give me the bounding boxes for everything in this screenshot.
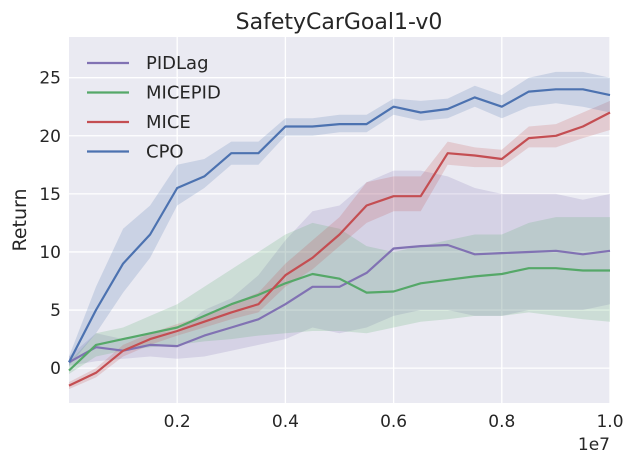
y-tick-label: 5	[50, 301, 61, 321]
chart-title: SafetyCarGoal1-v0	[236, 10, 443, 35]
micepid-series-line	[68, 267, 610, 372]
mice-series-line	[68, 111, 611, 387]
cpo-legend-label: CPO	[146, 142, 184, 163]
cpo-series-line	[68, 88, 611, 363]
micepid-legend-label: MICEPID	[146, 83, 221, 104]
pidlag-series-line	[68, 243, 611, 364]
x-tick-label: 0.6	[380, 412, 407, 432]
pidlag-legend-label: PIDLag	[146, 53, 209, 74]
x-tick-label: 0.8	[488, 412, 515, 432]
y-axis-label: Return	[9, 188, 31, 251]
y-tick-label: 15	[39, 185, 61, 205]
series-lines	[68, 88, 611, 387]
y-tick-label: 0	[50, 359, 61, 379]
y-tick-label: 10	[39, 243, 61, 263]
legend: PIDLag MICEPID MICE CPO	[87, 53, 221, 163]
mice-legend-label: MICE	[146, 112, 191, 133]
cpo-confidence-band	[69, 71, 610, 366]
x-tick-label: 1.0	[596, 412, 623, 432]
y-tick-label: 25	[39, 69, 61, 89]
x-axis-offset-label: 1e7	[578, 435, 610, 455]
gridlines	[69, 37, 611, 403]
x-tick-label: 0.4	[272, 412, 299, 432]
x-tick-label: 0.2	[164, 412, 191, 432]
x-tick-labels: 0.2 0.4 0.6 0.8 1.0	[164, 412, 624, 432]
y-tick-labels: 0 5 10 15 20 25	[39, 69, 61, 379]
y-tick-label: 20	[39, 127, 61, 147]
